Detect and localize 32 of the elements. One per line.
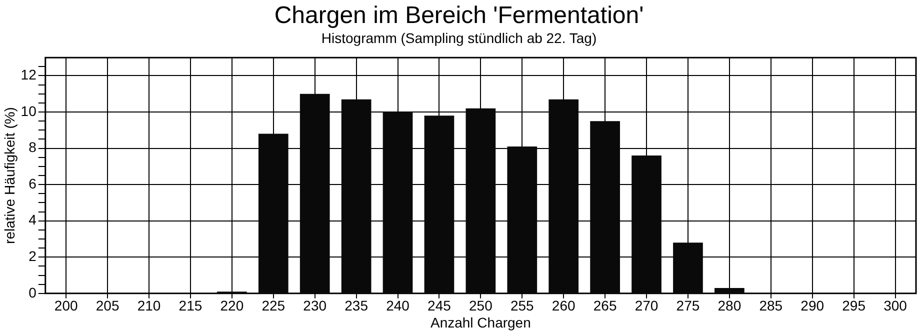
x-tick-label: 300 (884, 298, 908, 314)
x-tick-label: 250 (469, 298, 493, 314)
y-tick-label: 12 (20, 66, 37, 83)
x-tick-label: 205 (96, 298, 120, 314)
y-tick-label: 0 (28, 284, 37, 300)
x-axis-title: Anzahl Chargen (430, 314, 531, 330)
x-tick-label: 240 (386, 298, 410, 314)
x-tick-label: 285 (759, 298, 783, 314)
x-tick-label: 220 (220, 298, 244, 314)
x-tick-label: 290 (800, 298, 824, 314)
y-axis-title: relative Häufigkeit (%) (1, 107, 18, 244)
chart-subtitle: Histogramm (Sampling stündlich ab 22. Tag) (321, 30, 597, 46)
y-tick-label: 6 (28, 175, 37, 192)
x-tick-label: 270 (634, 298, 658, 314)
y-tick-label: 8 (28, 139, 37, 156)
x-tick-label: 265 (593, 298, 617, 314)
y-tick-label: 4 (28, 212, 37, 228)
x-tick-label: 280 (718, 298, 742, 314)
x-tick-label: 235 (344, 298, 368, 314)
x-tick-label: 260 (552, 298, 576, 314)
x-tick-label: 295 (842, 298, 866, 314)
x-tick-label: 245 (428, 298, 452, 314)
x-tick-label: 255 (510, 298, 534, 314)
x-tick-label: 275 (676, 298, 700, 314)
x-tick-label: 225 (262, 298, 286, 314)
x-tick-label: 200 (54, 298, 78, 314)
y-tick-label: 2 (28, 248, 37, 264)
y-tick-label: 10 (20, 102, 37, 119)
chart-title: Chargen im Bereich 'Fermentation' (274, 2, 644, 30)
x-tick-label: 215 (178, 298, 202, 314)
x-tick-label: 230 (303, 298, 327, 314)
x-tick-label: 210 (137, 298, 161, 314)
